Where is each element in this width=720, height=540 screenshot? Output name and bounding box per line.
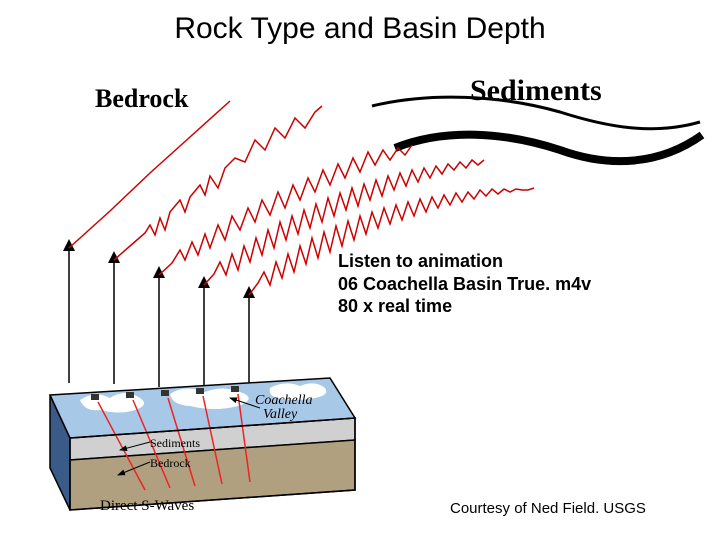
coachella-line2: Valley: [263, 408, 313, 422]
seismic-station-4: [196, 388, 204, 394]
seismic-station-2: [126, 392, 134, 398]
seismic-station-5: [231, 386, 239, 392]
block-bedrock-label: Bedrock: [150, 456, 191, 471]
seismic-station-3: [161, 390, 169, 396]
block-diagram: [0, 0, 720, 540]
seismic-station-1: [91, 394, 99, 400]
credit-line: Courtesy of Ned Field. USGS: [450, 500, 646, 517]
coachella-label: Coachella Valley: [255, 394, 313, 422]
coachella-line1: Coachella: [255, 394, 313, 408]
block-sediments-label: Sediments: [150, 436, 200, 451]
diagram-page: Rock Type and Basin Depth Bedrock Sedime…: [0, 0, 720, 540]
swaves-label: Direct S-Waves: [100, 498, 194, 515]
